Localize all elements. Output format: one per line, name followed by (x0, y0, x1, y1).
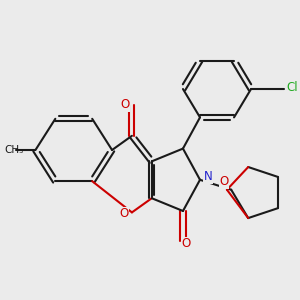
Text: O: O (119, 207, 129, 220)
Text: O: O (181, 237, 190, 250)
Text: Cl: Cl (286, 81, 298, 94)
Text: O: O (220, 175, 229, 188)
Text: N: N (204, 170, 212, 183)
Text: CH₃: CH₃ (4, 145, 24, 155)
Text: O: O (120, 98, 129, 111)
